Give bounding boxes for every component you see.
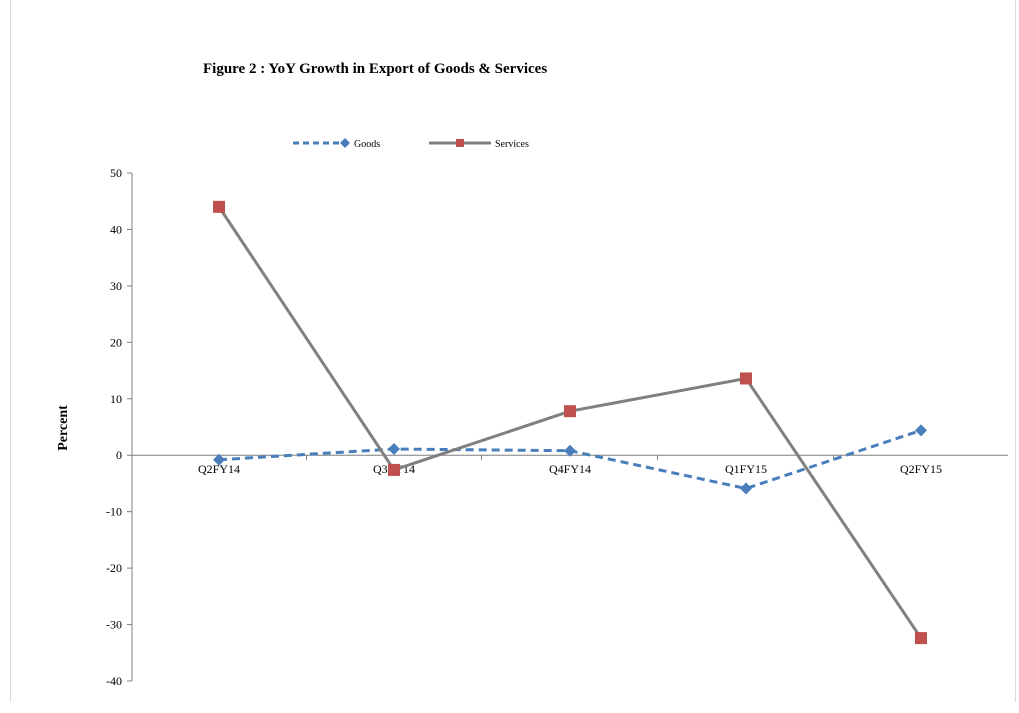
y-tick-label: 30 (110, 279, 122, 293)
chart-frame (10, 0, 1016, 702)
data-point-goods (915, 424, 927, 437)
chart-title: Figure 2 : YoY Growth in Export of Goods… (203, 61, 547, 77)
data-point-services (564, 405, 576, 418)
legend-label: Goods (354, 139, 380, 150)
y-tick-label: -20 (106, 561, 122, 575)
series-line-services (217, 206, 923, 639)
x-tick-label: Q2FY14 (198, 462, 240, 476)
series-goods (213, 424, 927, 495)
legend-marker (340, 138, 350, 148)
legend-label: Services (495, 139, 529, 150)
y-tick-label: 50 (110, 166, 122, 180)
data-point-services (915, 632, 927, 645)
data-point-goods (213, 453, 225, 466)
series-services (213, 200, 927, 645)
x-tick-label: Q1FY15 (725, 462, 767, 476)
y-axis: 50 40 30 20 10 0 -10 -20 -30 -40 (106, 166, 133, 688)
y-tick-label: 40 (110, 222, 122, 236)
y-tick-label: -40 (106, 674, 122, 688)
y-tick-label: 0 (116, 448, 122, 462)
y-axis-label: Percent (56, 405, 71, 451)
plot-area (213, 200, 927, 645)
legend-item-services: Services (429, 139, 529, 150)
data-point-goods (388, 443, 400, 456)
data-point-services (740, 372, 752, 385)
legend: Goods Services (293, 138, 529, 150)
y-tick-label: -10 (106, 505, 122, 519)
data-point-services (213, 200, 225, 213)
data-point-services (388, 463, 400, 476)
x-tick-label: Q2FY15 (900, 462, 942, 476)
legend-marker (456, 139, 464, 147)
x-tick-label: Q4FY14 (549, 462, 591, 476)
y-tick-label: -30 (106, 618, 122, 632)
y-tick-label: 20 (110, 335, 122, 349)
data-point-goods (740, 482, 752, 495)
data-point-goods (564, 444, 576, 457)
y-tick-label: 10 (110, 392, 122, 406)
legend-item-goods: Goods (293, 138, 380, 150)
